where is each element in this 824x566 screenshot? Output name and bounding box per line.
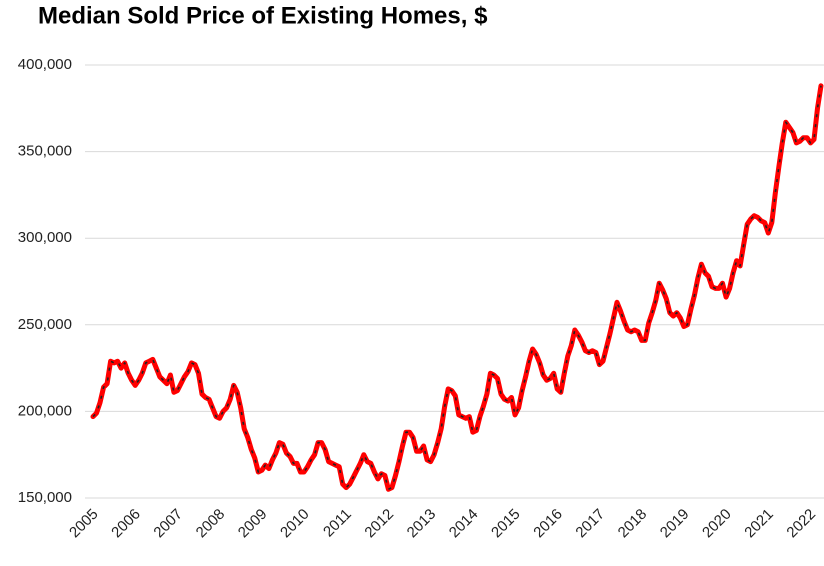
- x-tick-label: 2008: [193, 506, 229, 542]
- x-tick-label: 2017: [572, 506, 608, 542]
- line-series: [90, 83, 824, 492]
- x-tick-label: 2022: [783, 506, 819, 542]
- y-tick-label: 350,000: [18, 143, 72, 160]
- x-tick-label: 2014: [446, 506, 482, 542]
- y-tick-label: 200,000: [18, 402, 72, 419]
- x-tick-label: 2018: [615, 506, 651, 542]
- x-tick-label: 2005: [66, 506, 102, 542]
- x-tick-label: 2016: [530, 506, 566, 542]
- x-tick-label: 2013: [404, 506, 440, 542]
- x-tick-label: 2021: [741, 506, 777, 542]
- x-tick-label: 2006: [108, 506, 144, 542]
- x-tick-label: 2009: [235, 506, 271, 542]
- y-tick-label: 250,000: [18, 316, 72, 333]
- x-tick-label: 2010: [277, 506, 313, 542]
- x-tick-label: 2020: [699, 506, 735, 542]
- y-tick-label: 300,000: [18, 229, 72, 246]
- x-tick-label: 2012: [361, 506, 397, 542]
- chart-title: Median Sold Price of Existing Homes, $: [38, 2, 488, 29]
- y-tick-label: 150,000: [18, 489, 72, 506]
- x-tick-label: 2007: [150, 506, 186, 542]
- x-tick-label: 2011: [320, 506, 355, 541]
- x-tick-label: 2019: [657, 506, 693, 542]
- y-tick-label: 400,000: [18, 56, 72, 73]
- x-tick-label: 2015: [488, 506, 524, 542]
